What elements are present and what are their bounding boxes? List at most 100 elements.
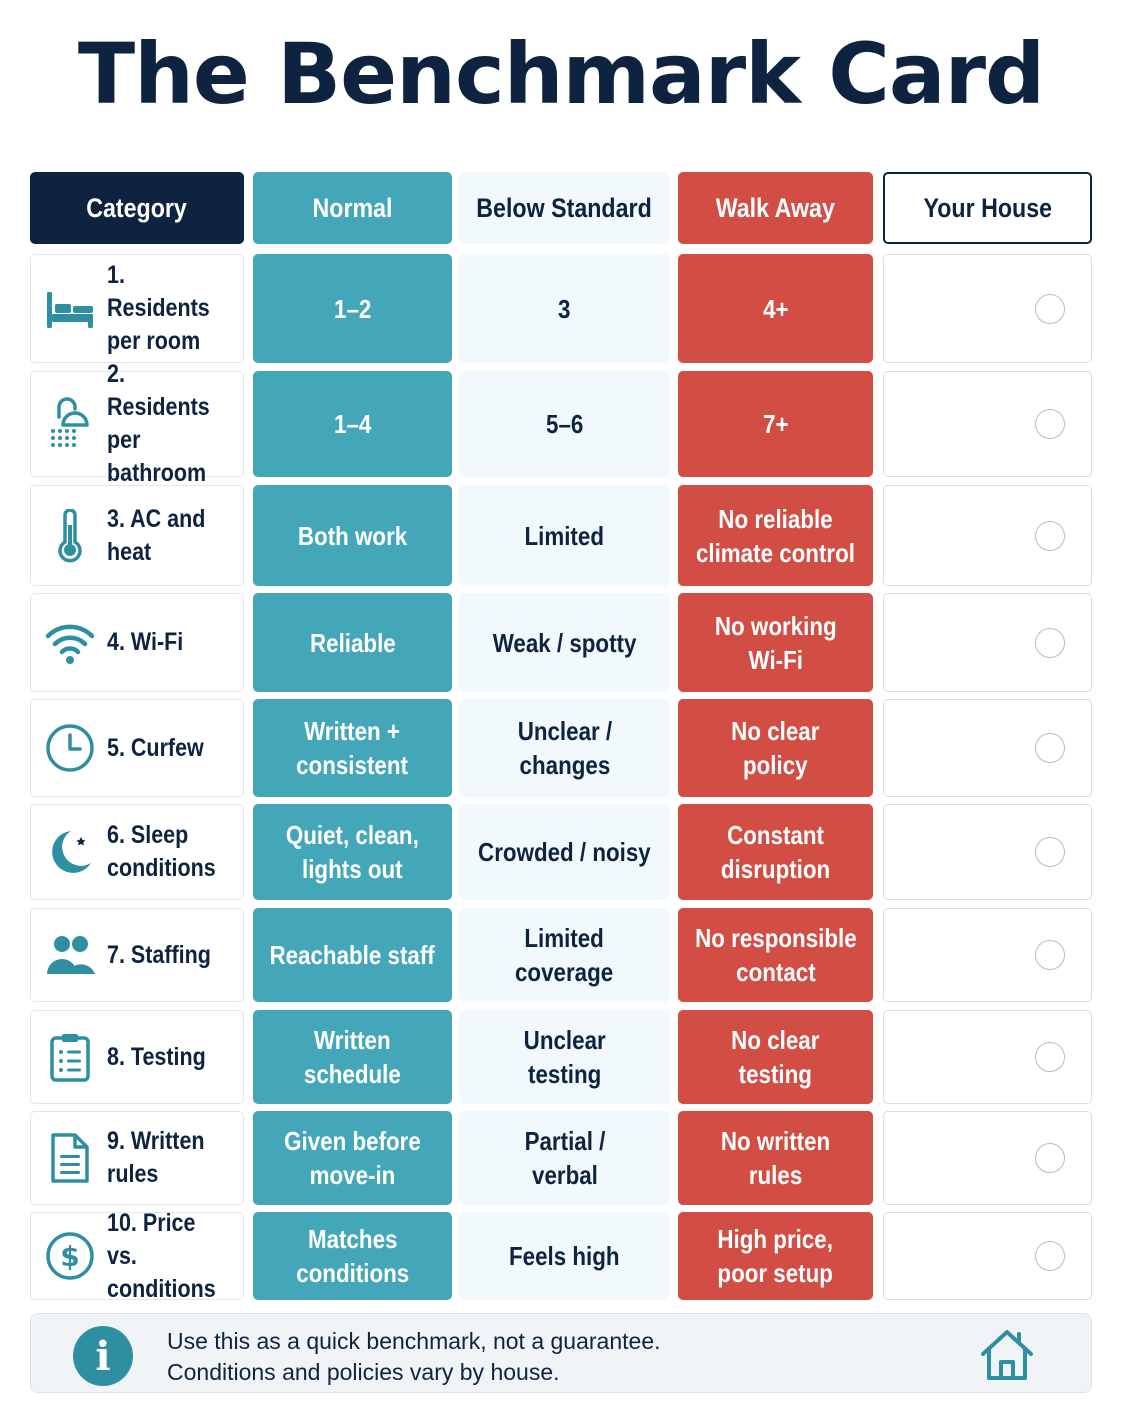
normal-value: Quiet, clean, lights out xyxy=(286,820,419,884)
your-house-cell[interactable] xyxy=(883,254,1092,363)
people-icon xyxy=(41,926,99,984)
category-cell: 8. Testing xyxy=(30,1010,244,1104)
header-normal-label: Normal xyxy=(312,192,393,223)
category-label: 8. Testing xyxy=(107,1042,206,1071)
normal-value: 1–4 xyxy=(333,409,372,439)
table-row: 6. Sleep conditions Quiet, clean, lights … xyxy=(30,804,1092,900)
shower-icon xyxy=(41,395,99,453)
below-standard-cell: Unclear / changes xyxy=(459,699,670,797)
walk-away-cell: No written rules xyxy=(678,1111,873,1205)
walk-value: No clear testing xyxy=(731,1025,820,1089)
your-house-radio[interactable] xyxy=(1035,837,1065,867)
your-house-radio[interactable] xyxy=(1035,409,1065,439)
your-house-cell[interactable] xyxy=(883,1010,1092,1104)
normal-value: Written schedule xyxy=(304,1025,401,1089)
below-standard-cell: Limited xyxy=(459,485,670,586)
header-row: Category Normal Below Standard Walk Away… xyxy=(30,172,1092,244)
clock-icon xyxy=(41,719,99,777)
below-value: Partial / verbal xyxy=(524,1126,605,1190)
below-value: 5–6 xyxy=(545,409,584,439)
normal-cell: Written + consistent xyxy=(253,699,452,797)
below-standard-cell: Feels high xyxy=(459,1212,670,1300)
category-cell: 9. Written rules xyxy=(30,1111,244,1205)
normal-cell: Matches conditions xyxy=(253,1212,452,1300)
walk-value: No written rules xyxy=(720,1126,831,1190)
table-row: 3. AC and heat Both work Limited No reliabl… xyxy=(30,485,1092,586)
walk-away-cell: No clear policy xyxy=(678,699,873,797)
your-house-cell[interactable] xyxy=(883,1111,1092,1205)
moon-icon xyxy=(41,823,99,881)
normal-cell: 1–4 xyxy=(253,371,452,477)
your-house-radio[interactable] xyxy=(1035,627,1065,658)
your-house-cell[interactable] xyxy=(883,485,1092,586)
walk-away-cell: No reliable climate control xyxy=(678,485,873,586)
header-walk-away: Walk Away xyxy=(678,172,873,244)
your-house-cell[interactable] xyxy=(883,908,1092,1002)
normal-cell: Reachable staff xyxy=(253,908,452,1002)
info-icon: i xyxy=(73,1326,133,1386)
below-standard-cell: Unclear testing xyxy=(459,1010,670,1104)
below-standard-cell: Partial / verbal xyxy=(459,1111,670,1205)
below-standard-cell: 3 xyxy=(459,254,670,363)
footer-line-2: Conditions and policies vary by house. xyxy=(167,1359,560,1385)
below-value: Limited xyxy=(524,520,605,551)
table-row: $10. Price vs. conditions Matches conditi… xyxy=(30,1209,1092,1303)
header-below-standard: Below Standard xyxy=(459,172,670,244)
category-label: 7. Staffing xyxy=(107,940,211,969)
table-row: 7. Staffing Reachable staff Limited covera… xyxy=(30,908,1092,1002)
below-value: Feels high xyxy=(509,1241,620,1271)
your-house-radio[interactable] xyxy=(1035,1143,1065,1173)
your-house-cell[interactable] xyxy=(883,593,1092,692)
walk-away-cell: Constant disruption xyxy=(678,804,873,900)
normal-value: Reliable xyxy=(309,627,396,658)
below-standard-cell: 5–6 xyxy=(459,371,670,477)
below-value: Unclear / changes xyxy=(517,716,612,780)
footer-line-1: Use this as a quick benchmark, not a gua… xyxy=(167,1328,661,1354)
your-house-radio[interactable] xyxy=(1035,733,1065,763)
bed-icon xyxy=(41,280,99,338)
normal-value: Given before move-in xyxy=(284,1126,421,1190)
your-house-cell[interactable] xyxy=(883,371,1092,477)
clipboard-icon xyxy=(41,1028,99,1086)
category-cell: 5. Curfew xyxy=(30,699,244,797)
your-house-cell[interactable] xyxy=(883,699,1092,797)
category-label: 1. Residents per room xyxy=(107,261,210,355)
below-value: Crowded / noisy xyxy=(478,837,651,867)
walk-value: 4+ xyxy=(762,293,789,324)
walk-value: No clear policy xyxy=(731,716,820,780)
below-standard-cell: Weak / spotty xyxy=(459,593,670,692)
your-house-cell[interactable] xyxy=(883,1212,1092,1300)
walk-value: No reliable climate control xyxy=(695,503,856,568)
your-house-radio[interactable] xyxy=(1035,520,1065,551)
thermometer-icon xyxy=(41,507,99,565)
wifi-icon xyxy=(41,614,99,672)
below-value: Unclear testing xyxy=(523,1025,606,1089)
walk-away-cell: 7+ xyxy=(678,371,873,477)
category-cell: 6. Sleep conditions xyxy=(30,804,244,900)
category-label: 4. Wi-Fi xyxy=(107,628,184,656)
normal-cell: Both work xyxy=(253,485,452,586)
header-category-label: Category xyxy=(86,192,188,223)
normal-cell: Given before move-in xyxy=(253,1111,452,1205)
your-house-radio[interactable] xyxy=(1035,293,1065,324)
normal-cell: Reliable xyxy=(253,593,452,692)
table-row: 2. Residents per bathroom 1–4 5–6 7+ xyxy=(30,360,1092,487)
below-value: 3 xyxy=(558,293,571,324)
walk-value: High price, poor setup xyxy=(717,1224,834,1288)
your-house-radio[interactable] xyxy=(1035,1042,1065,1072)
table-row: 9. Written rules Given before move-in Part… xyxy=(30,1111,1092,1205)
category-cell: $10. Price vs. conditions xyxy=(30,1209,244,1303)
your-house-cell[interactable] xyxy=(883,804,1092,900)
footer-text: Use this as a quick benchmark, not a gua… xyxy=(167,1326,661,1388)
normal-value: 1–2 xyxy=(333,293,372,324)
category-cell: 7. Staffing xyxy=(30,908,244,1002)
walk-away-cell: No working Wi-Fi xyxy=(678,593,873,692)
category-label: 6. Sleep conditions xyxy=(107,821,216,882)
category-cell: 1. Residents per room xyxy=(30,254,244,363)
walk-value: 7+ xyxy=(762,409,789,439)
your-house-radio[interactable] xyxy=(1035,1241,1065,1271)
document-icon xyxy=(41,1129,99,1187)
your-house-radio[interactable] xyxy=(1035,940,1065,970)
table-row: 8. Testing Written schedule Unclear testin… xyxy=(30,1010,1092,1104)
header-category: Category xyxy=(30,172,244,244)
